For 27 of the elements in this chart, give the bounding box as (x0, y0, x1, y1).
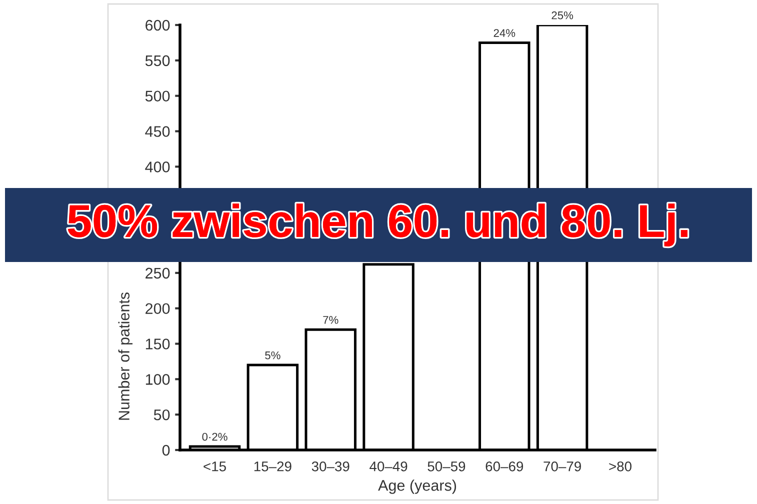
x-tick-label: 15–29 (254, 461, 292, 472)
y-tick-label: 250 (146, 268, 170, 279)
y-tick-label: 150 (146, 338, 170, 350)
x-tick-label: 40–49 (370, 461, 408, 472)
annotation: 50% zwischen 60. und 80. Lj. (68, 204, 688, 246)
x-tick-label: 60–69 (486, 461, 524, 472)
y-tick-label: 500 (145, 90, 170, 102)
x-tick-label: <15 (204, 462, 226, 472)
annotation: 24% (494, 29, 516, 37)
x-tick-label: 70–79 (544, 461, 581, 472)
y-tick-label: 400 (145, 162, 170, 172)
x-tick-label: >80 (609, 461, 632, 472)
y-tick-label: 100 (146, 374, 170, 385)
y-tick-label: 0 (162, 444, 170, 456)
y-tick-label: 550 (145, 55, 170, 66)
y-tick-label: 200 (146, 303, 170, 314)
annotation: 0·2% (202, 432, 228, 441)
annotation: 7% (323, 316, 338, 324)
x-tick-label: 30–39 (312, 461, 350, 472)
annotation: 25% (552, 11, 574, 20)
annotation: 5% (265, 351, 280, 360)
y-tick-label: 50 (154, 409, 170, 420)
x-tick-label: 50–59 (428, 461, 466, 472)
y-tick-label: 450 (145, 126, 170, 137)
y-axis-title: Number of patients (118, 292, 132, 420)
x-axis-title: Age (years) (378, 480, 456, 494)
y-tick-label: 600 (146, 20, 170, 31)
